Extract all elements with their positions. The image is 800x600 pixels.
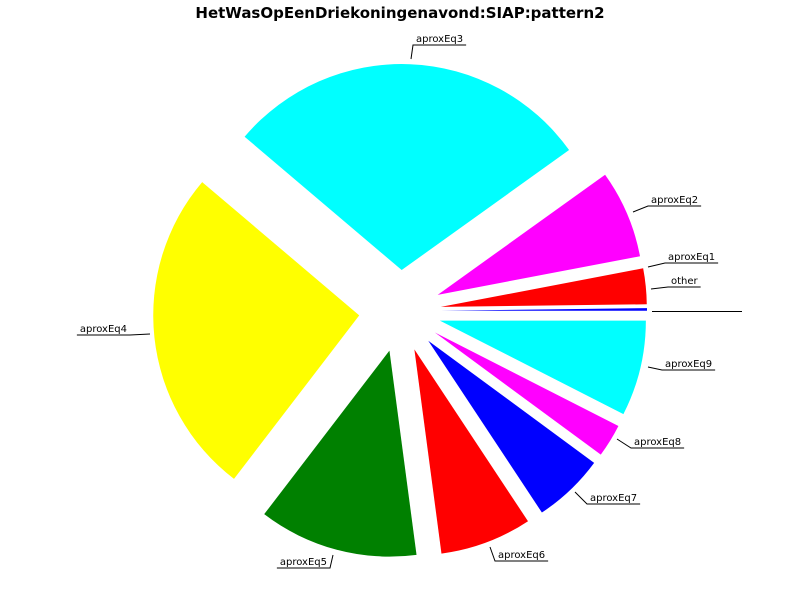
slice-labels: other aproxEq1 aproxEq2 aproxEq3 aproxEq4 apr… (76, 34, 719, 569)
leader-line-aproxeq9 (647, 366, 716, 371)
leader-line-aproxeq2 (632, 205, 702, 213)
pie-slices (153, 64, 647, 557)
pie-slice-aproxeq3 (244, 64, 570, 271)
leader-line-aproxeq3 (410, 44, 467, 60)
leader-line-aproxeq4 (76, 333, 151, 336)
chart-title: HetWasOpEenDriekoningenavond:SIAP:patter… (195, 4, 604, 22)
slice-label-aproxeq6: aproxEq6 (498, 550, 545, 561)
leader-line-aproxeq1 (647, 262, 719, 268)
leader-line-aproxeq5 (276, 554, 334, 569)
slice-label-aproxeq5: aproxEq5 (280, 557, 327, 568)
pie-slice-aproxeq4 (153, 182, 360, 479)
pie-slice-other (440, 308, 647, 311)
slice-label-aproxeq1: aproxEq1 (668, 252, 715, 263)
leader-line-aproxeq7 (574, 491, 641, 505)
slice-label-other: other (671, 276, 699, 287)
pie-slice-aproxeq2 (437, 174, 641, 295)
slice-label-aproxeq8: aproxEq8 (634, 437, 681, 448)
slice-label-aproxeq7: aproxEq7 (590, 493, 637, 504)
leader-line-aproxeq6 (489, 546, 549, 562)
pie-slice-aproxeq9 (439, 320, 646, 415)
slice-label-aproxeq3: aproxEq3 (416, 34, 463, 45)
pie-slice-aproxeq8 (434, 332, 619, 455)
pie-slice-aproxeq1 (440, 268, 647, 307)
pie-slice-aproxeq6 (414, 349, 529, 554)
slice-label-aproxeq4: aproxEq4 (80, 324, 127, 335)
leader-line-aproxeq8 (616, 438, 685, 449)
pie-slice-aproxeq5 (264, 350, 417, 557)
slice-label-aproxeq2: aproxEq2 (651, 195, 698, 206)
leader-line-other (650, 286, 701, 290)
pie-slice-aproxeq7 (428, 340, 595, 513)
slice-label-aproxeq9: aproxEq9 (665, 359, 712, 370)
